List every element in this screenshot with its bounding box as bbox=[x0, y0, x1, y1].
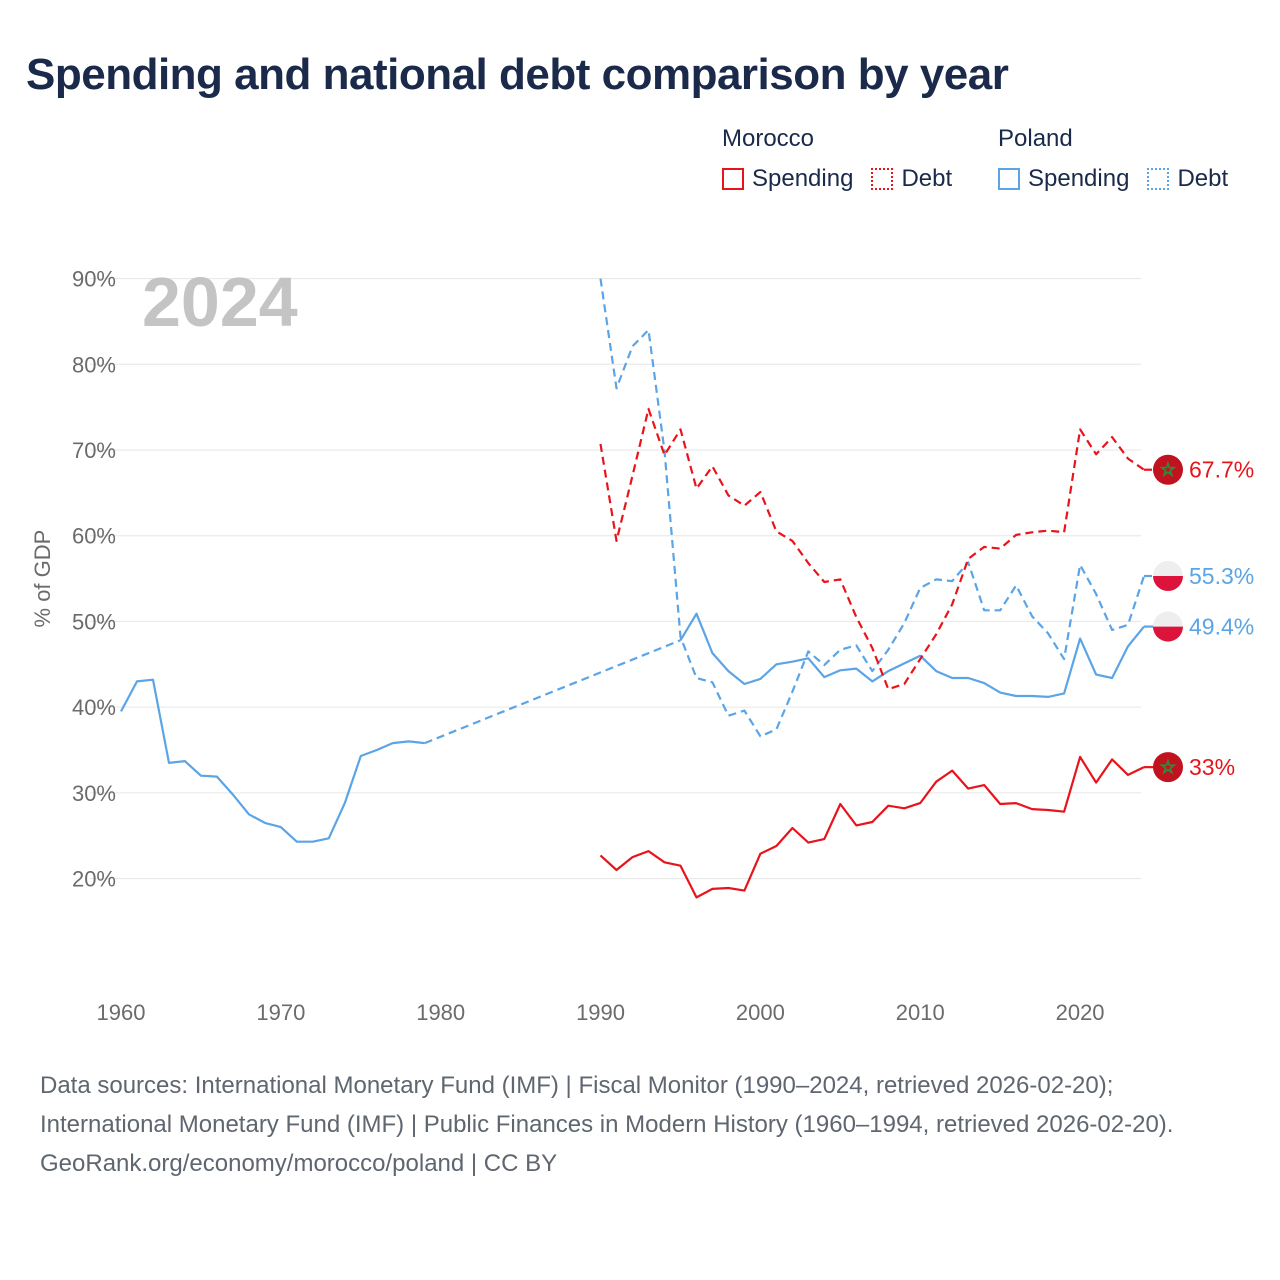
x-tick-label: 2000 bbox=[736, 1000, 785, 1025]
legend-label: Spending bbox=[752, 165, 854, 192]
series-line-poland-debt bbox=[599, 278, 1146, 738]
legend-group-title-poland: Poland bbox=[998, 125, 1073, 152]
x-tick-label: 1980 bbox=[416, 1000, 465, 1025]
y-tick-label: 20% bbox=[72, 867, 116, 892]
year-watermark: 2024 bbox=[142, 263, 298, 341]
legend-label: Debt bbox=[901, 165, 953, 192]
chart-title: Spending and national debt comparison by… bbox=[26, 50, 1009, 99]
legend-morocco: Morocco Spending Debt bbox=[722, 122, 970, 196]
legend-poland: Poland Spending Debt bbox=[998, 122, 1228, 196]
series-line-morocco-spending bbox=[599, 755, 1145, 899]
line-chart: 20% 30% 40% 50% 60% 70% 80% 90% 1960 1970 1980 1990… bbox=[30, 263, 1254, 1025]
legend-label: Spending bbox=[1028, 165, 1130, 192]
end-value-label: 49.4% bbox=[1189, 614, 1254, 640]
legend-swatch-dotted bbox=[1147, 168, 1170, 190]
y-tick-label: 80% bbox=[72, 352, 116, 377]
x-tick-label: 1960 bbox=[97, 1000, 146, 1025]
star-icon: ☆ bbox=[1160, 757, 1176, 777]
legend-swatch-dotted bbox=[871, 168, 894, 190]
x-tick-label: 1990 bbox=[576, 1000, 625, 1025]
y-tick-label: 70% bbox=[72, 438, 116, 463]
legend-label: Debt bbox=[1177, 165, 1229, 192]
y-tick-label: 60% bbox=[72, 524, 116, 549]
legend-item-poland-spending[interactable]: Spending bbox=[998, 165, 1129, 193]
end-value-label: 33% bbox=[1189, 754, 1235, 780]
legend-item-morocco-spending[interactable]: Spending bbox=[722, 165, 853, 193]
y-axis-label: % of GDP bbox=[30, 530, 55, 628]
end-value-label: 55.3% bbox=[1189, 563, 1254, 589]
series-line-poland-spending bbox=[120, 678, 425, 843]
poland-flag-icon bbox=[1153, 576, 1183, 591]
x-tick-label: 1970 bbox=[256, 1000, 305, 1025]
legend-item-morocco-debt[interactable]: Debt bbox=[871, 165, 952, 193]
legend-group-title-morocco: Morocco bbox=[722, 125, 815, 152]
poland-flag-icon bbox=[1153, 611, 1183, 627]
series-line-poland-spending bbox=[679, 612, 1145, 698]
series-gap-connector bbox=[424, 639, 681, 745]
morocco-flag-icon bbox=[1153, 454, 1183, 485]
poland-flag-icon bbox=[1153, 626, 1183, 642]
legend-item-poland-debt[interactable]: Debt bbox=[1147, 165, 1228, 193]
y-tick-label: 90% bbox=[72, 267, 116, 292]
footer: Data sources: International Monetary Fun… bbox=[40, 1066, 1240, 1183]
y-tick-label: 30% bbox=[72, 781, 116, 806]
x-tick-label: 2020 bbox=[1056, 1000, 1105, 1025]
series-line-morocco-debt bbox=[599, 407, 1145, 691]
legend-swatch-solid bbox=[998, 168, 1020, 190]
y-tick-label: 50% bbox=[72, 609, 116, 634]
poland-flag-icon bbox=[1153, 561, 1183, 576]
y-tick-label: 40% bbox=[72, 695, 116, 720]
data-sources-text: Data sources: International Monetary Fun… bbox=[40, 1072, 1174, 1138]
credit-text: GeoRank.org/economy/morocco/poland | CC … bbox=[40, 1150, 558, 1177]
star-icon: ☆ bbox=[1160, 460, 1176, 480]
morocco-flag-icon bbox=[1153, 752, 1183, 783]
legend-swatch-solid bbox=[722, 168, 744, 190]
end-value-label: 67.7% bbox=[1189, 457, 1254, 483]
x-tick-label: 2010 bbox=[896, 1000, 945, 1025]
